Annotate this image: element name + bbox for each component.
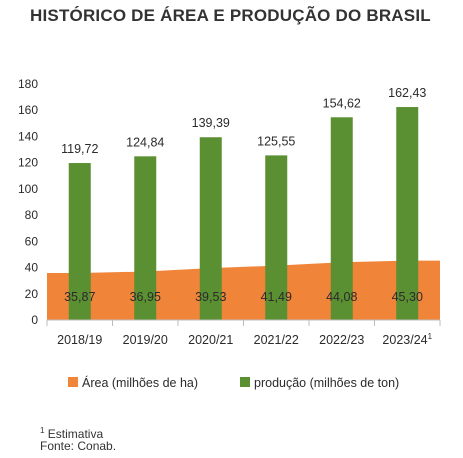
y-tick-label: 20	[25, 287, 39, 301]
bar-value-label: 162,43	[388, 86, 426, 100]
area-value-label: 39,53	[195, 290, 226, 304]
area-value-label: 35,87	[64, 290, 95, 304]
bar-producao	[68, 163, 91, 320]
legend: Área (milhões de ha) produção (milhões de…	[68, 375, 399, 390]
label-layer: 119,72 124,84 139,39 125,55 154,62 162,43 35,8…	[61, 86, 426, 304]
bar-producao	[396, 107, 419, 320]
bar-producao	[330, 117, 353, 320]
footnote-text: Estimativa	[47, 427, 104, 441]
y-tick-label: 60	[25, 234, 39, 248]
source-note: Fonte: Conab.	[40, 439, 117, 453]
y-tick-label: 0	[31, 313, 38, 327]
bar-producao	[265, 155, 288, 320]
y-tick-label: 180	[18, 77, 38, 91]
y-tick-label: 80	[25, 208, 39, 222]
bar-value-label: 139,39	[192, 116, 230, 130]
bar-layer	[68, 107, 419, 320]
bar-value-label: 119,72	[61, 142, 98, 156]
y-tick-label: 120	[18, 156, 38, 170]
footnote: 1 Estimativa	[40, 423, 103, 442]
area-value-label: 44,08	[326, 290, 357, 304]
y-tick-label: 140	[18, 129, 38, 143]
bar-producao	[199, 137, 222, 320]
bar-value-label: 124,84	[126, 135, 164, 149]
area-value-label: 41,49	[261, 290, 292, 304]
legend-label: Área (milhões de ha)	[82, 375, 198, 390]
area-series-area	[47, 260, 440, 320]
x-tick-label: 2022/23	[319, 333, 364, 347]
y-tick-label: 100	[18, 182, 38, 196]
legend-swatch	[68, 377, 78, 387]
x-tick-label: 2023/241	[382, 332, 432, 347]
area-layer	[47, 260, 440, 320]
area-value-label: 36,95	[130, 290, 161, 304]
x-tick-label: 2021/22	[254, 333, 299, 347]
x-tick-label: 2020/21	[188, 333, 233, 347]
legend-swatch	[240, 377, 250, 387]
footnote-mark: 1	[40, 426, 45, 435]
bar-value-label: 125,55	[257, 134, 295, 148]
bar-value-label: 154,62	[323, 96, 361, 110]
chart-title: HISTÓRICO DE ÁREA E PRODUÇÃO DO BRASIL	[30, 6, 431, 25]
x-tick-footnote-mark: 1	[428, 332, 433, 341]
axis-layer: 0 20 40 60 80 100 120 140 160 180 2018/19 2019/20 20…	[18, 77, 441, 347]
area-value-label: 45,30	[392, 290, 423, 304]
y-tick-label: 160	[18, 103, 38, 117]
y-tick-label: 40	[25, 261, 39, 275]
x-tick-label: 2019/20	[123, 333, 168, 347]
legend-label: produção (milhões de ton)	[254, 376, 399, 390]
x-tick-label: 2018/19	[57, 333, 102, 347]
bar-producao	[134, 156, 157, 320]
